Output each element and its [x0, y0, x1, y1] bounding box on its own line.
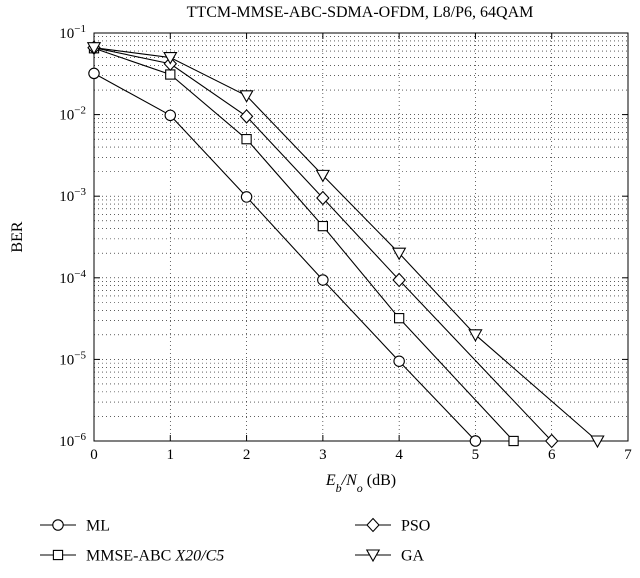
data-point-circle [164, 109, 177, 122]
x-tick-label: 7 [624, 447, 632, 463]
data-point-circle [317, 274, 329, 286]
x-axis-label-unit: (dB) [363, 472, 396, 489]
legend-item-diamond: PSO [355, 518, 430, 535]
y-tick-label: 10−3 [59, 186, 86, 205]
data-point-circle [240, 191, 253, 203]
y-tick-label: 10−4 [59, 268, 86, 287]
legend-marker-square [52, 549, 64, 561]
series-line-triangle-down [93, 47, 598, 442]
x-tick-label: 2 [243, 447, 251, 463]
legend-marker-triangle-down [365, 549, 381, 563]
x-axis-label-sub-o: o [357, 481, 363, 495]
x-axis-label-sub-b: b [336, 481, 342, 495]
data-point-triangle-down [315, 169, 330, 183]
legend-label: GA [401, 548, 425, 565]
y-tick-label: 10−5 [59, 349, 86, 368]
legend-item-triangle-down: GA [355, 548, 425, 565]
x-tick-label: 1 [167, 447, 175, 463]
x-tick-label: 4 [395, 447, 403, 463]
data-point-triangle-down [163, 52, 178, 65]
legend-marker-diamond [366, 517, 380, 533]
data-point-square [241, 134, 252, 145]
series-circle [88, 67, 482, 447]
data-point-triangle-down [590, 435, 605, 449]
plot-frame [93, 32, 629, 442]
data-point-diamond [544, 433, 559, 449]
legend-item-square: MMSE-ABC X20/C5 [40, 548, 224, 565]
series-line-diamond [93, 47, 553, 442]
data-point-diamond [392, 272, 406, 288]
x-axis-label-e: E [325, 472, 336, 489]
data-point-square [317, 220, 329, 232]
data-point-diamond [239, 109, 254, 124]
data-point-triangle-down [468, 329, 483, 342]
data-point-circle [469, 435, 482, 447]
x-tick-label: 0 [90, 447, 98, 463]
axis-ticks: 0 1 2 3 4 5 6 7 10−1 10−2 10−3 10−4 10−5 10−6 [59, 23, 632, 463]
legend-label: MMSE-ABC X20/C5 [86, 548, 224, 565]
data-point-triangle-down [239, 90, 254, 103]
data-point-diamond [316, 190, 330, 206]
series-lines [86, 40, 605, 449]
data-point-square [508, 435, 519, 447]
series-square [88, 43, 519, 447]
x-tick-label: 5 [472, 447, 480, 463]
legend-label: ML [86, 518, 110, 535]
series-line-circle [93, 72, 476, 442]
series-diamond [87, 40, 559, 449]
chart-title: TTCM-MMSE-ABC-SDMA-OFDM, L8/P6, 64QAM [187, 4, 534, 21]
y-axis-label: BER [9, 221, 26, 252]
x-axis-label-n: /N [341, 472, 358, 489]
x-axis-label: Eb/No (dB) [325, 472, 396, 495]
data-point-square [393, 313, 405, 324]
grid [94, 33, 628, 441]
legend: ML PSO MMSE-ABC X20/C5 GA [40, 518, 430, 565]
y-tick-label: 10−1 [59, 23, 86, 42]
x-tick-label: 3 [319, 447, 327, 463]
legend-item-circle: ML [40, 518, 110, 535]
data-point-circle [393, 355, 405, 367]
y-tick-label: 10−6 [59, 431, 86, 450]
series-triangle-down [86, 42, 605, 449]
y-tick-label: 10−2 [59, 105, 86, 124]
data-point-circle [88, 67, 100, 80]
series-line-square [93, 47, 514, 442]
legend-marker-circle [52, 519, 64, 531]
data-point-square [165, 69, 176, 80]
legend-label: PSO [401, 518, 430, 535]
x-tick-label: 6 [548, 447, 556, 463]
data-point-triangle-down [86, 42, 102, 55]
data-point-triangle-down [392, 247, 407, 261]
